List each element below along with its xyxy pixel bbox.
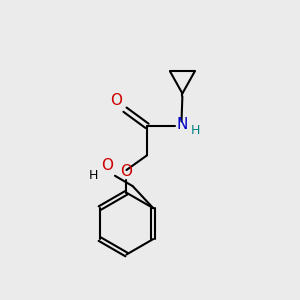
Text: O: O <box>120 164 132 179</box>
Text: H: H <box>190 124 200 137</box>
Text: N: N <box>176 117 188 132</box>
Text: O: O <box>110 93 122 108</box>
Text: H: H <box>88 169 98 182</box>
Text: O: O <box>101 158 113 173</box>
